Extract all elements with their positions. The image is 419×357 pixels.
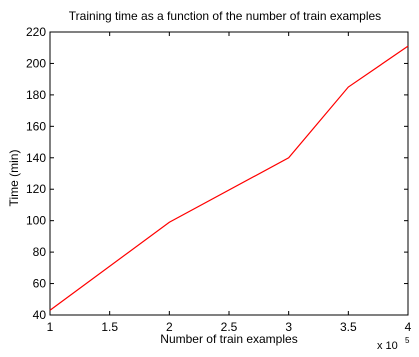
- y-tick-label: 100: [26, 214, 46, 228]
- x-axis-multiplier: x 10: [377, 340, 398, 352]
- chart-title: Training time as a function of the numbe…: [69, 9, 381, 23]
- y-tick-label: 40: [33, 308, 47, 322]
- y-tick-label: 60: [33, 277, 47, 291]
- y-tick-label: 160: [26, 119, 46, 133]
- x-tick-label: 1: [47, 320, 54, 334]
- plot-area: [50, 32, 408, 315]
- y-tick-label: 120: [26, 182, 46, 196]
- x-tick-label: 3.5: [340, 320, 357, 334]
- x-axis-multiplier-exponent: 5: [405, 336, 410, 345]
- plot-frame: [50, 32, 408, 315]
- y-tick-label: 220: [26, 25, 46, 39]
- y-tick-label: 200: [26, 56, 46, 70]
- x-tick-label: 1.5: [101, 320, 118, 334]
- y-tick-label: 140: [26, 151, 46, 165]
- x-axis-label: Number of train examples: [160, 332, 297, 346]
- x-tick-label: 4: [405, 320, 412, 334]
- y-tick-label: 180: [26, 88, 46, 102]
- y-tick-label: 80: [33, 245, 47, 259]
- y-axis-label: Time (min): [7, 150, 21, 207]
